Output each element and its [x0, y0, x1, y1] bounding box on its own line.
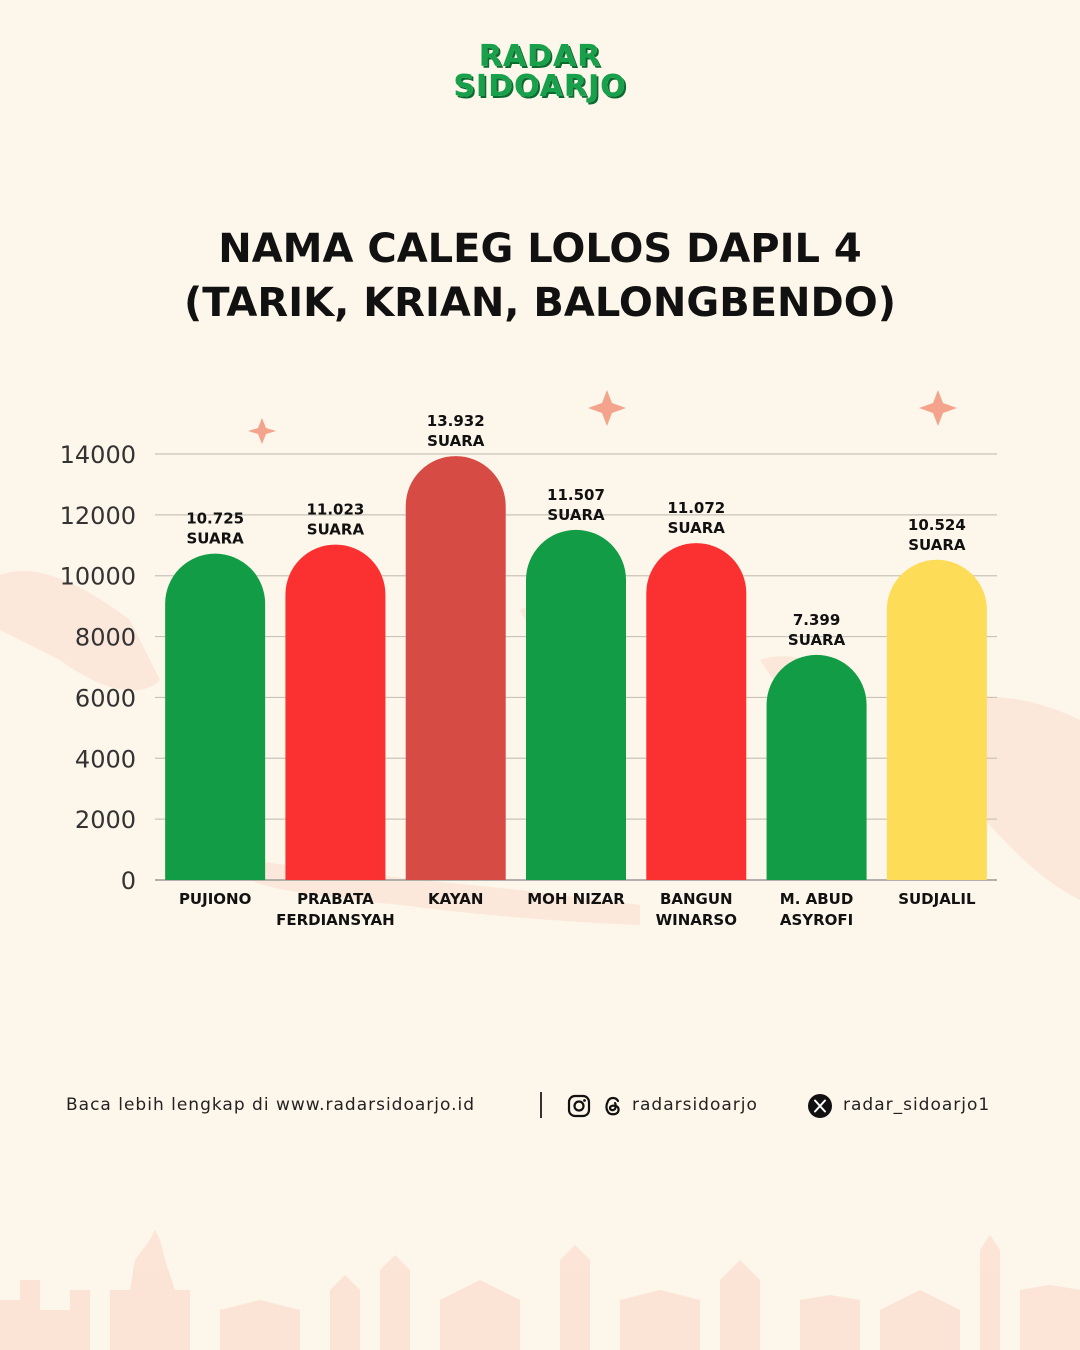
data-label: 13.932	[427, 412, 485, 430]
logo-line-2: SIDOARJO	[453, 69, 627, 104]
page-title: NAMA CALEG LOLOS DAPIL 4 (TARIK, KRIAN, …	[0, 222, 1080, 330]
logo-line-1: RADAR	[478, 39, 602, 74]
x-tick-label: WINARSO	[656, 911, 737, 929]
data-label: 11.023	[306, 501, 364, 519]
y-tick-label: 12000	[60, 502, 136, 530]
footer: Baca lebih lengkap di www.radarsidoarjo.…	[0, 1092, 1080, 1122]
data-label: 11.507	[547, 486, 605, 504]
x-tick-label: ASYROFI	[780, 911, 853, 929]
data-label: SUARA	[186, 530, 244, 548]
data-label: 10.725	[186, 510, 244, 528]
bar	[165, 553, 266, 880]
data-label: SUARA	[908, 536, 966, 554]
data-label: SUARA	[427, 432, 485, 450]
x-tick-label: SUDJALIL	[898, 890, 976, 908]
footer-divider	[540, 1092, 542, 1118]
bar	[405, 456, 506, 880]
y-tick-label: 0	[121, 867, 136, 895]
bar	[285, 544, 386, 880]
bar	[886, 559, 987, 880]
data-label: 11.072	[667, 499, 725, 517]
threads-icon[interactable]	[601, 1094, 625, 1118]
radar-sidoarjo-logo: RADAR SIDOARJO	[0, 42, 1080, 102]
y-tick-label: 10000	[60, 563, 136, 591]
bar-chart: 0 2000 4000 6000 8000 10000 12000 14000 10.725 SU…	[60, 412, 997, 929]
bar	[646, 543, 747, 880]
data-label: SUARA	[307, 521, 365, 539]
data-label: 10.524	[908, 516, 966, 534]
x-icon[interactable]	[808, 1094, 832, 1118]
data-label: SUARA	[788, 631, 846, 649]
y-tick-label: 8000	[75, 624, 136, 652]
data-label: SUARA	[547, 506, 605, 524]
instagram-handle[interactable]: radarsidoarjo	[632, 1095, 758, 1115]
title-line-2: (TARIK, KRIAN, BALONGBENDO)	[183, 280, 897, 326]
bar	[766, 654, 867, 880]
instagram-icon[interactable]	[567, 1094, 591, 1118]
x-tick-label: FERDIANSYAH	[276, 911, 395, 929]
data-label: SUARA	[668, 519, 726, 537]
title-line-1: NAMA CALEG LOLOS DAPIL 4	[218, 226, 862, 272]
x-tick-label: M. ABUD	[780, 890, 854, 908]
x-tick-label: BANGUN	[660, 890, 733, 908]
x-tick-label: KAYAN	[428, 890, 483, 908]
y-tick-label: 6000	[75, 684, 136, 712]
x-handle[interactable]: radar_sidoarjo1	[843, 1095, 991, 1115]
y-tick-label: 4000	[75, 745, 136, 773]
x-tick-label: MOH NIZAR	[527, 890, 625, 908]
x-tick-label: PRABATA	[297, 890, 374, 908]
data-label: 7.399	[793, 611, 840, 629]
bar	[526, 529, 626, 880]
y-tick-label: 2000	[75, 806, 136, 834]
x-tick-label: PUJIONO	[179, 890, 251, 908]
website-text[interactable]: Baca lebih lengkap di www.radarsidoarjo.…	[66, 1095, 476, 1115]
y-tick-label: 14000	[60, 441, 136, 469]
